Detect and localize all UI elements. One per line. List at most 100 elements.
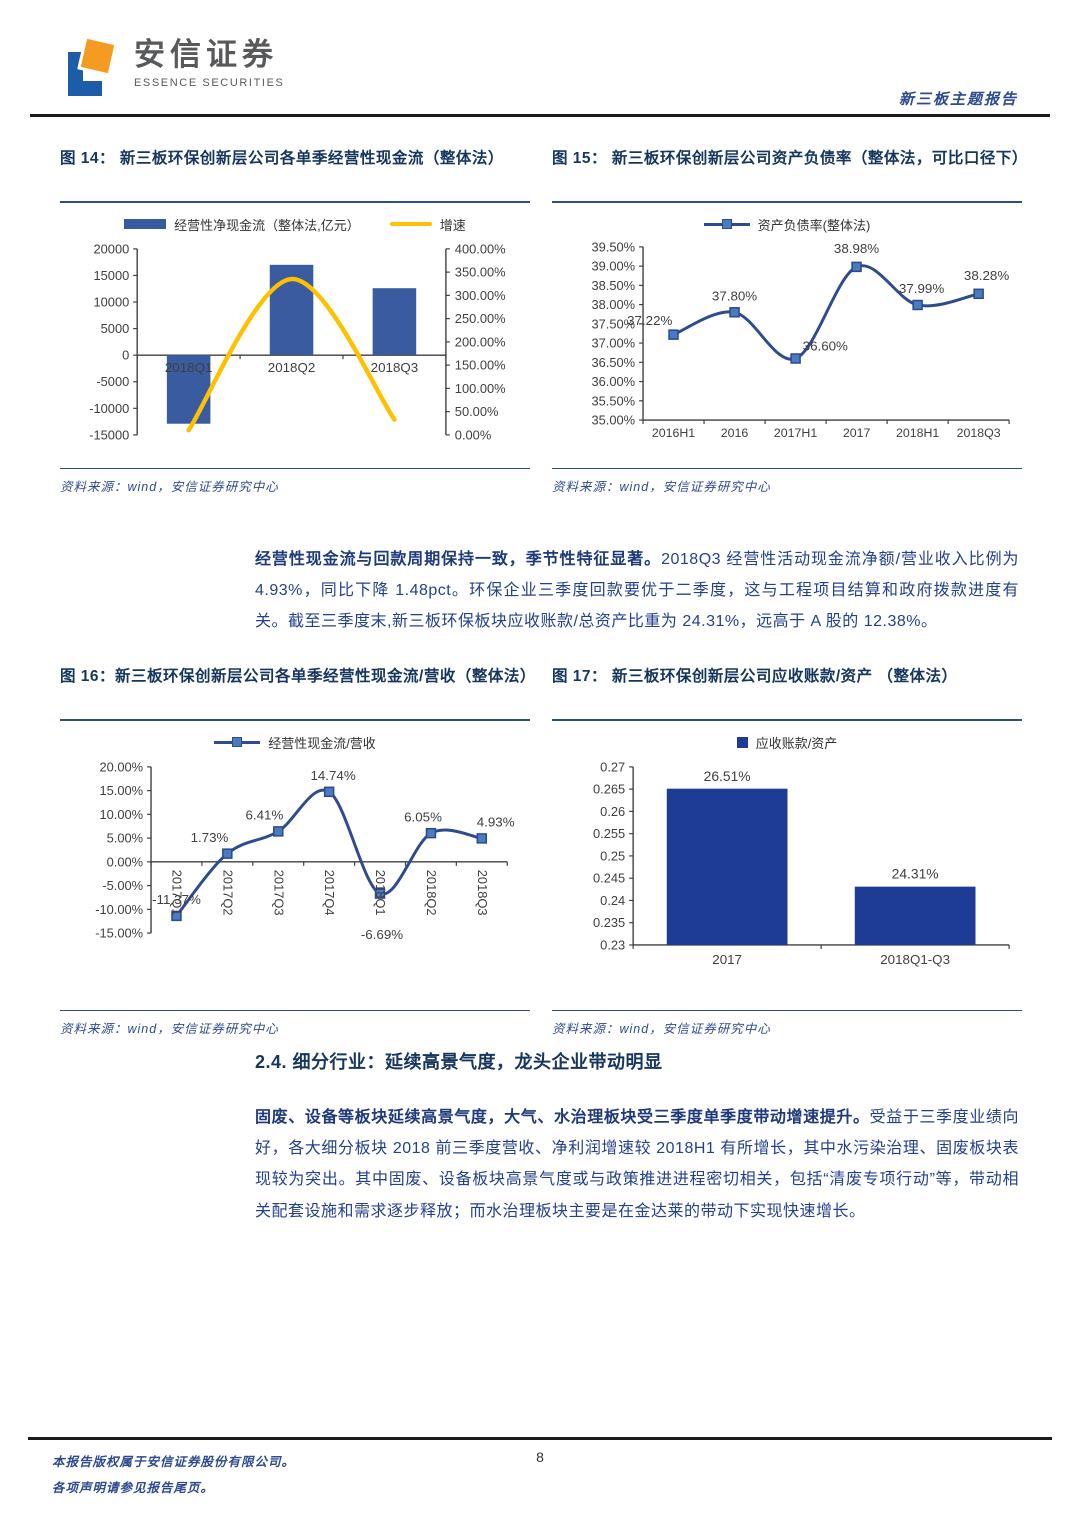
svg-text:10.00%: 10.00% bbox=[99, 807, 143, 822]
footer-line-2: 各项声明请参见报告尾页。 bbox=[52, 1481, 215, 1496]
brand-name-cn: 安信证券 bbox=[134, 37, 278, 72]
svg-text:-15000: -15000 bbox=[89, 427, 129, 442]
svg-text:-11.37%: -11.37% bbox=[152, 892, 201, 907]
figure-15-title: 图 15： 新三板环保创新层公司资产负债率（整体法，可比口径下） bbox=[552, 150, 1028, 167]
svg-text:400.00%: 400.00% bbox=[455, 241, 506, 256]
legend-label-growth: 增速 bbox=[439, 217, 466, 233]
brand-name-en: ESSENCE SECURITIES bbox=[134, 77, 285, 90]
svg-text:35.00%: 35.00% bbox=[591, 412, 635, 427]
section-2-4-paragraph: 固废、设备等板块延续高景气度，大气、水治理板块受三季度单季度带动增速提升。受益于… bbox=[255, 1109, 1019, 1220]
svg-text:-15.00%: -15.00% bbox=[95, 926, 143, 941]
svg-text:-5000: -5000 bbox=[96, 374, 129, 389]
line-marker-swatch bbox=[214, 736, 261, 747]
footer-divider bbox=[28, 1437, 1052, 1440]
legend-label-debt-ratio: 资产负债率(整体法) bbox=[757, 217, 871, 233]
figure-14-source: 资料来源：wind，安信证券研究中心 bbox=[60, 467, 530, 495]
svg-text:36.00%: 36.00% bbox=[591, 374, 635, 389]
svg-text:200.00%: 200.00% bbox=[455, 334, 506, 349]
svg-text:38.28%: 38.28% bbox=[964, 268, 1009, 283]
svg-text:20000: 20000 bbox=[94, 241, 130, 256]
svg-text:2018H1: 2018H1 bbox=[896, 426, 939, 440]
bar-series-swatch bbox=[736, 736, 748, 748]
svg-text:36.60%: 36.60% bbox=[803, 339, 848, 354]
svg-text:2017: 2017 bbox=[843, 426, 871, 440]
svg-text:20.00%: 20.00% bbox=[99, 759, 143, 774]
svg-text:0.255: 0.255 bbox=[593, 826, 625, 841]
line-marker-swatch bbox=[703, 218, 750, 229]
page-number: 8 bbox=[536, 1449, 544, 1465]
svg-text:10000: 10000 bbox=[94, 294, 130, 309]
svg-text:4.93%: 4.93% bbox=[477, 815, 515, 830]
svg-text:2018Q2: 2018Q2 bbox=[268, 360, 316, 375]
svg-text:2018Q1: 2018Q1 bbox=[373, 870, 388, 916]
svg-text:300.00%: 300.00% bbox=[455, 288, 506, 303]
figure-15-title-rule bbox=[552, 201, 1022, 203]
header-divider bbox=[30, 114, 1050, 117]
svg-text:15.00%: 15.00% bbox=[99, 783, 143, 798]
figure-15-source: 资料来源：wind，安信证券研究中心 bbox=[552, 467, 1022, 495]
figure-16-title: 图 16：新三板环保创新层公司各单季经营性现金流/营收（整体法） bbox=[60, 668, 536, 685]
svg-text:350.00%: 350.00% bbox=[455, 265, 506, 280]
figure-15-legend: 资产负债率(整体法) bbox=[552, 213, 1022, 235]
svg-text:0.265: 0.265 bbox=[593, 782, 625, 797]
svg-text:2017Q3: 2017Q3 bbox=[271, 870, 286, 916]
svg-text:-5.00%: -5.00% bbox=[102, 878, 143, 893]
svg-text:38.98%: 38.98% bbox=[834, 241, 879, 256]
svg-text:36.50%: 36.50% bbox=[591, 355, 635, 370]
svg-text:6.05%: 6.05% bbox=[404, 809, 442, 824]
svg-text:2016: 2016 bbox=[721, 426, 749, 440]
figure-17-chart: 0.27 0.265 0.26 0.255 0.25 0.245 0.24 0.235 0.23… bbox=[593, 759, 1010, 967]
figure-17: 图 17： 新三板环保创新层公司应收账款/资产 （整体法） 应收账款/资产 0.… bbox=[552, 664, 1022, 1037]
svg-text:38.50%: 38.50% bbox=[591, 278, 635, 293]
svg-text:2018Q3: 2018Q3 bbox=[475, 870, 490, 916]
brand-block: 安信证券 ESSENCE SECURITIES bbox=[134, 36, 284, 89]
footer-disclaimer: 本报告版权属于安信证券股份有限公司。 各项声明请参见报告尾页。 bbox=[52, 1449, 295, 1502]
svg-text:0.245: 0.245 bbox=[593, 871, 625, 886]
figure-14-legend: 经营性净现金流（整体法,亿元） 增速 bbox=[60, 213, 530, 235]
figure-15: 图 15： 新三板环保创新层公司资产负债率（整体法，可比口径下） 资产负债率(整… bbox=[552, 146, 1028, 495]
figure-17-source: 资料来源：wind，安信证券研究中心 bbox=[552, 1010, 1022, 1037]
svg-text:5000: 5000 bbox=[101, 321, 130, 336]
svg-text:15000: 15000 bbox=[94, 268, 130, 283]
footer-line-1: 本报告版权属于安信证券股份有限公司。 bbox=[52, 1455, 296, 1469]
section-2-4-heading: 2.4. 细分行业：延续高景气度，龙头企业带动明显 bbox=[255, 1052, 663, 1072]
svg-text:-6.69%: -6.69% bbox=[361, 927, 403, 942]
svg-text:14.74%: 14.74% bbox=[310, 768, 355, 783]
figure-14-title-rule bbox=[60, 201, 530, 203]
svg-text:0.26: 0.26 bbox=[600, 804, 625, 819]
svg-text:0.00%: 0.00% bbox=[107, 854, 143, 869]
figure-17-legend: 应收账款/资产 bbox=[552, 731, 1022, 753]
svg-text:0.27: 0.27 bbox=[600, 759, 625, 774]
figure-17-title: 图 17： 新三板环保创新层公司应收账款/资产 （整体法） bbox=[552, 668, 958, 685]
figure-16-source: 资料来源：wind，安信证券研究中心 bbox=[60, 1010, 530, 1037]
svg-text:39.00%: 39.00% bbox=[591, 259, 635, 274]
svg-text:2018Q3: 2018Q3 bbox=[957, 426, 1001, 440]
svg-text:6.41%: 6.41% bbox=[246, 808, 284, 823]
svg-text:-10.00%: -10.00% bbox=[95, 902, 143, 917]
svg-text:35.50%: 35.50% bbox=[591, 393, 635, 408]
svg-text:2017Q4: 2017Q4 bbox=[322, 870, 337, 916]
legend-label-cf-revenue: 经营性现金流/营收 bbox=[268, 735, 376, 751]
svg-text:38.00%: 38.00% bbox=[591, 297, 635, 312]
svg-text:2017Q1: 2017Q1 bbox=[170, 870, 185, 916]
bar-series-swatch bbox=[124, 219, 167, 229]
svg-text:2017Q2: 2017Q2 bbox=[220, 870, 235, 916]
svg-text:50.00%: 50.00% bbox=[455, 404, 499, 419]
figure-16-title-rule bbox=[60, 719, 530, 721]
svg-text:2016H1: 2016H1 bbox=[652, 426, 695, 440]
svg-text:0: 0 bbox=[122, 348, 129, 363]
svg-text:0.23: 0.23 bbox=[600, 937, 625, 952]
svg-text:37.00%: 37.00% bbox=[591, 336, 635, 351]
figure-15-chart: 39.50% 39.00% 38.50% 38.00% 37.50% 37.00% 36.5… bbox=[591, 239, 1010, 440]
figure-17-title-rule bbox=[552, 719, 1022, 721]
svg-text:39.50%: 39.50% bbox=[591, 239, 635, 254]
figure-16-chart: 20.00% 15.00% 10.00% 5.00% 0.00% -5.00% -10.00… bbox=[95, 759, 515, 942]
svg-text:-10000: -10000 bbox=[89, 401, 129, 416]
svg-text:37.50%: 37.50% bbox=[591, 316, 635, 331]
line-series-swatch bbox=[389, 222, 432, 226]
svg-text:2018Q1: 2018Q1 bbox=[165, 360, 212, 375]
svg-text:5.00%: 5.00% bbox=[107, 831, 143, 846]
svg-text:2017H1: 2017H1 bbox=[774, 426, 817, 440]
figure-14-title: 图 14： 新三板环保创新层公司各单季经营性现金流（整体法） bbox=[60, 150, 504, 167]
figure-16-legend: 经营性现金流/营收 bbox=[60, 731, 530, 753]
